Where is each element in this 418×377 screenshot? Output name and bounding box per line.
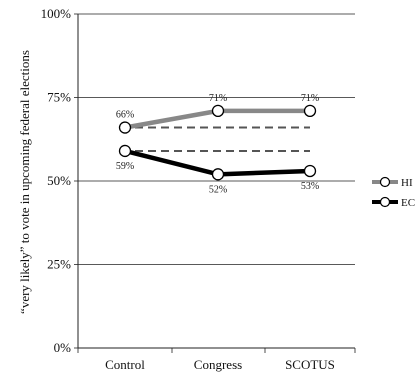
reference-lines bbox=[135, 126, 310, 152]
grid-lines bbox=[78, 13, 355, 265]
data-point bbox=[303, 164, 317, 178]
x-tick-label: SCOTUS bbox=[285, 357, 335, 372]
x-tick-label: Congress bbox=[194, 357, 242, 372]
x-tick-label: Control bbox=[105, 357, 145, 372]
data-label: 71% bbox=[209, 93, 227, 104]
data-label: 59% bbox=[116, 161, 134, 172]
legend-label: EC bbox=[401, 197, 415, 209]
legend-label: HI bbox=[401, 177, 413, 189]
y-tick-label: 0% bbox=[54, 340, 72, 355]
legend: HI EC bbox=[372, 176, 415, 209]
y-tick-label: 50% bbox=[47, 173, 71, 188]
data-label: 71% bbox=[301, 93, 319, 104]
data-point bbox=[118, 144, 132, 158]
y-tick-label: 75% bbox=[47, 90, 71, 105]
data-point bbox=[118, 121, 132, 134]
series-group bbox=[118, 104, 317, 181]
y-tick-label: 25% bbox=[47, 257, 71, 272]
legend-swatch-marker bbox=[379, 196, 391, 208]
data-label: 53% bbox=[301, 181, 319, 192]
data-label: 52% bbox=[209, 184, 227, 195]
data-point bbox=[211, 168, 225, 181]
data-point bbox=[303, 104, 317, 118]
y-tick-label: 100% bbox=[41, 6, 72, 21]
axes: 0% 25% 50% 75% 100% Control Congress SCOTUS bbox=[41, 6, 356, 372]
y-axis-label: “very likely” to vote in upcoming federa… bbox=[17, 50, 32, 314]
data-label: 66% bbox=[116, 110, 134, 121]
data-point bbox=[211, 104, 225, 118]
data-labels: 66% 71% 71% 59% 52% 53% bbox=[116, 93, 319, 195]
legend-swatch-marker bbox=[379, 176, 391, 188]
